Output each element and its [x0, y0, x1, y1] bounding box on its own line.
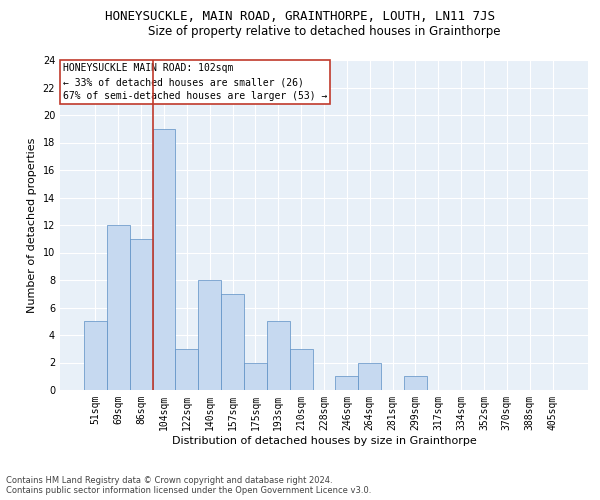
Bar — [404, 376, 427, 390]
Y-axis label: Number of detached properties: Number of detached properties — [27, 138, 37, 312]
Bar — [84, 322, 107, 390]
Text: HONEYSUCKLE MAIN ROAD: 102sqm
← 33% of detached houses are smaller (26)
67% of s: HONEYSUCKLE MAIN ROAD: 102sqm ← 33% of d… — [62, 64, 327, 102]
Bar — [358, 362, 381, 390]
Bar — [198, 280, 221, 390]
Bar — [175, 349, 198, 390]
Bar — [152, 128, 175, 390]
Bar — [290, 349, 313, 390]
X-axis label: Distribution of detached houses by size in Grainthorpe: Distribution of detached houses by size … — [172, 436, 476, 446]
Bar — [221, 294, 244, 390]
Bar — [130, 239, 152, 390]
Text: Contains HM Land Registry data © Crown copyright and database right 2024.
Contai: Contains HM Land Registry data © Crown c… — [6, 476, 371, 495]
Text: HONEYSUCKLE, MAIN ROAD, GRAINTHORPE, LOUTH, LN11 7JS: HONEYSUCKLE, MAIN ROAD, GRAINTHORPE, LOU… — [105, 10, 495, 23]
Bar — [107, 225, 130, 390]
Bar — [267, 322, 290, 390]
Title: Size of property relative to detached houses in Grainthorpe: Size of property relative to detached ho… — [148, 25, 500, 38]
Bar — [244, 362, 267, 390]
Bar — [335, 376, 358, 390]
